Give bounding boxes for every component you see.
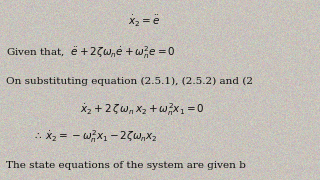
Text: $\therefore\;\dot{x}_2 = -\omega_n^2 x_1 - 2\zeta\omega_n x_2$: $\therefore\;\dot{x}_2 = -\omega_n^2 x_1… — [32, 128, 158, 145]
Text: On substituting equation (2.5.1), (2.5.2) and (2: On substituting equation (2.5.1), (2.5.2… — [6, 76, 253, 86]
Text: The state equations of the system are given b: The state equations of the system are gi… — [6, 161, 246, 170]
Text: Given that,  $\ddot{e} + 2\zeta\omega_n\dot{e} + \omega_n^2 e = 0$: Given that, $\ddot{e} + 2\zeta\omega_n\d… — [6, 44, 176, 61]
Text: $\dot{x}_2 = \ddot{e}$: $\dot{x}_2 = \ddot{e}$ — [128, 14, 160, 29]
Text: $\dot{x}_2 + 2\,\zeta\,\omega_n\,x_2 + \omega_n^2 x_1 = 0$: $\dot{x}_2 + 2\,\zeta\,\omega_n\,x_2 + \… — [80, 101, 204, 118]
